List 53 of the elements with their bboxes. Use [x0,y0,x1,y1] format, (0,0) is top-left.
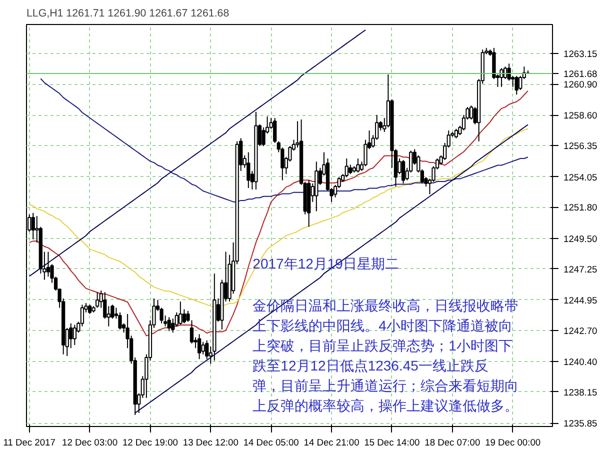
y-tick-label: 1247.25 [564,264,598,274]
annotation: 上突破，目前呈止跌反弹态势；1小时图下 [252,338,512,354]
chart-title: LLG,H1 1261.71 1261.90 1261.67 1261.68 [26,8,230,20]
candlestick [118,312,122,330]
candlestick [167,316,171,332]
y-tick-label: 1258.60 [564,110,598,121]
y-tick-label: 1249.50 [564,234,598,244]
x-tick-label: 13 Dec 12:00 [182,438,238,448]
x-tick-label: 14 Dec 05:00 [243,438,299,448]
y-tick-label: 1251.80 [564,202,598,213]
line-series [28,90,528,336]
y-tick-label: 1254.05 [564,172,598,182]
candlestick [72,324,76,346]
candlestick [454,128,458,139]
y-tick-label: 1244.95 [564,295,598,306]
candlestick [469,105,474,120]
candlestick [344,158,348,178]
x-tick-label: 19 Dec 00:00 [485,438,541,448]
candlestick [246,152,250,189]
y-tick-label: 1263.15 [564,49,598,60]
y-tick-label: 1242.70 [564,326,598,336]
candlestick [178,301,182,326]
candlestick [356,158,360,173]
annotation: 金价隔日温和上涨最终收高，日线报收略带 [252,298,519,314]
candlestick [31,212,35,240]
candlestick [514,75,518,96]
y-tick-label: 1238.15 [564,387,598,398]
annotation: 上反弹的概率较高，操作上建议逢低做多。 [252,398,519,414]
x-tick-label: 15 Dec 14:00 [364,438,420,448]
candlestick [401,159,406,184]
x-tick-label: 18 Dec 07:00 [424,438,480,448]
annotation: 跌至12月12日低点1236.45一线止跌反 [252,358,488,374]
x-tick-label: 12 Dec 19:00 [122,438,178,448]
x-tick-label: 12 Dec 03:00 [62,438,118,448]
x-tick-label: 11 Dec 2017 [3,438,56,448]
ref-line-label: 1261.68 [564,69,598,79]
candlestick [205,340,209,360]
candlestick [96,292,100,308]
candlestick [88,304,92,315]
candlestick [348,164,352,175]
annotation: 弹，目前呈上升通道运行；综合来看短期向 [252,378,519,394]
candlestick [500,68,504,88]
x-tick-label: 14 Dec 21:00 [304,438,360,448]
y-tick-label: 1235.85 [564,418,598,429]
y-tick-label: 1256.35 [564,141,598,152]
candlestick [182,308,186,324]
annotation: 上下影线的中阳线。4小时图下降通道被向 [252,318,512,334]
candlestick [197,334,202,360]
y-tick-label: 1260.90 [564,80,598,90]
line-series [134,124,528,414]
candlestick [46,251,50,278]
candlestick [201,341,205,355]
y-tick-label: 1240.40 [564,357,598,368]
